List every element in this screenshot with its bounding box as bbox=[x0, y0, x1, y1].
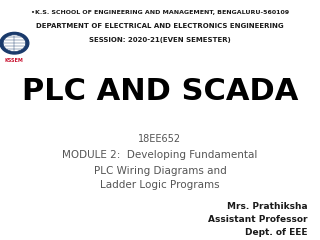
Text: SESSION: 2020-21(EVEN SEMESTER): SESSION: 2020-21(EVEN SEMESTER) bbox=[89, 37, 231, 43]
Text: KSSEM: KSSEM bbox=[5, 58, 24, 63]
Circle shape bbox=[0, 32, 29, 54]
Text: Ladder Logic Programs: Ladder Logic Programs bbox=[100, 180, 220, 190]
Text: DEPARTMENT OF ELECTRICAL AND ELECTRONICS ENGINEERING: DEPARTMENT OF ELECTRICAL AND ELECTRONICS… bbox=[36, 23, 284, 29]
Text: PLC Wiring Diagrams and: PLC Wiring Diagrams and bbox=[94, 166, 226, 176]
Text: 18EE652: 18EE652 bbox=[139, 134, 181, 144]
Text: PLC AND SCADA: PLC AND SCADA bbox=[22, 77, 298, 106]
Text: •K.S. SCHOOL OF ENGINEERING AND MANAGEMENT, BENGALURU-560109: •K.S. SCHOOL OF ENGINEERING AND MANAGEME… bbox=[31, 10, 289, 15]
Circle shape bbox=[3, 35, 26, 52]
Text: Mrs. Prathiksha: Mrs. Prathiksha bbox=[227, 202, 307, 211]
Text: MODULE 2:  Developing Fundamental: MODULE 2: Developing Fundamental bbox=[62, 150, 258, 160]
Text: Dept. of EEE: Dept. of EEE bbox=[245, 228, 307, 237]
Text: Assistant Professor: Assistant Professor bbox=[208, 215, 307, 224]
